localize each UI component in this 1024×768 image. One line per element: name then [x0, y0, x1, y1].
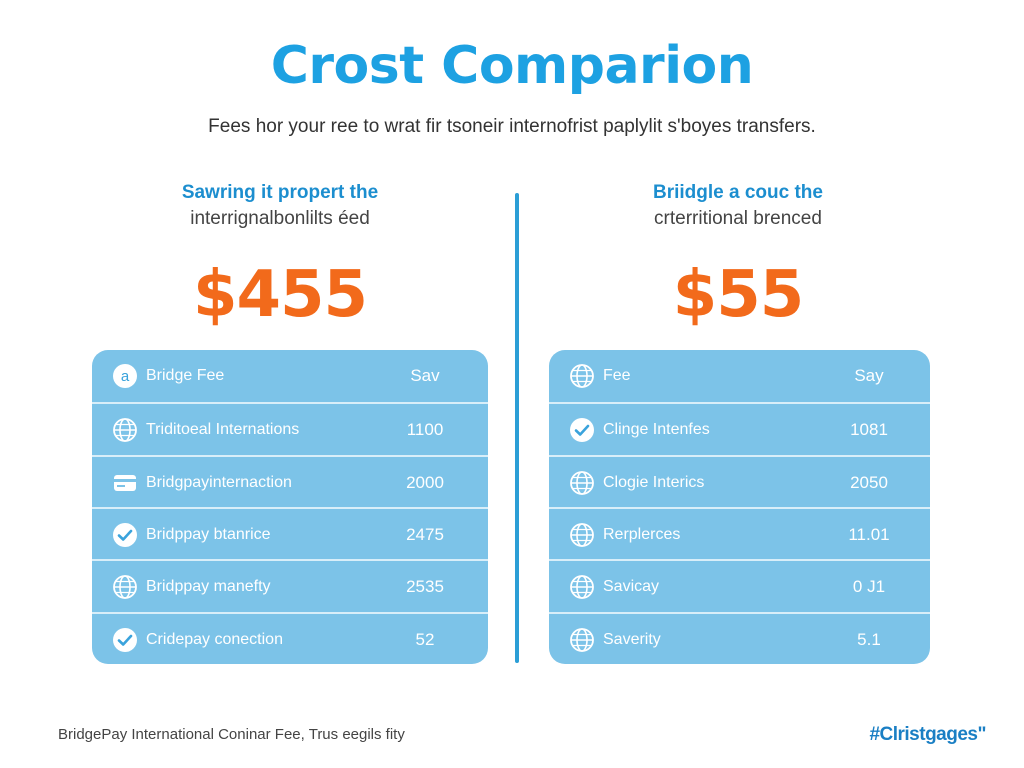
- right-heading-line2: crterritional brenced: [654, 208, 822, 229]
- table-row: Bridgpayinternaction 2000: [92, 454, 488, 509]
- left-fee-table: a Bridge Fee Sav Triditoeal Internations 110…: [92, 350, 488, 664]
- left-column-heading: Sawring it propert the interrignalbonlil…: [120, 180, 440, 232]
- row-label: Bridppay btanrice: [146, 525, 271, 543]
- globe-icon: [569, 470, 595, 496]
- left-heading-line2: interrignalbonlilts éed: [190, 208, 370, 229]
- check-icon: [569, 417, 595, 443]
- row-label: Saverity: [603, 630, 661, 648]
- row-label: Bridgpayinternaction: [146, 473, 292, 491]
- row-value: Say: [854, 366, 884, 385]
- row-value: Sav: [410, 366, 440, 385]
- table-row: Savicay 0 Ј1: [549, 559, 930, 613]
- row-value: 52: [415, 629, 435, 649]
- table-row: Bridppay btanrice 2475: [92, 506, 488, 561]
- row-label: Fee: [603, 367, 631, 384]
- row-value: 2050: [850, 472, 888, 492]
- row-label: Clinge Intenfes: [603, 421, 710, 439]
- table-row: Bridppay manefty 2535: [92, 559, 488, 613]
- column-divider: [515, 193, 519, 663]
- check-icon: [112, 627, 138, 653]
- globe-icon: [112, 417, 138, 443]
- globe-icon: [569, 574, 595, 600]
- card-icon: [112, 470, 138, 496]
- table-row: Fee Say: [549, 350, 930, 402]
- row-value: 2535: [406, 577, 444, 597]
- footer-hashtag: #Clristgages": [869, 724, 986, 745]
- check-icon: [112, 522, 138, 548]
- row-value: 0 Ј1: [852, 577, 886, 597]
- row-value: 1100: [406, 420, 444, 440]
- table-row: Triditoeal Internations 1100: [92, 402, 488, 456]
- row-label: Bridge Fee: [146, 367, 225, 384]
- footer-caption: BridgePay International Coninar Fee, Tru…: [58, 726, 405, 743]
- row-label: Savicay: [603, 578, 660, 596]
- row-label: Rerplerces: [603, 525, 681, 543]
- table-row: Rerplerces 11.01: [549, 506, 930, 561]
- globe-icon: [112, 574, 138, 600]
- page-subtitle: Fees hor your ree to wrat fir tsoneir in…: [208, 116, 816, 137]
- right-column-heading: Briidgle a couc the crterritional brence…: [578, 180, 898, 232]
- right-fee-table: Fee Say Clinge Intenfes 1081 Clogie Interics…: [549, 350, 930, 664]
- row-label: Clogie Interics: [603, 473, 705, 491]
- page-title: Crost Comparion: [270, 36, 754, 96]
- globe-icon: [569, 363, 595, 389]
- row-value: 2475: [406, 524, 444, 544]
- row-value: 11.01: [848, 524, 890, 544]
- left-total-value: $455: [192, 258, 368, 332]
- right-total-value: $55: [672, 258, 805, 332]
- globe-icon: [569, 522, 595, 548]
- table-row: Cridepay conection 52: [92, 611, 488, 665]
- row-value: 2000: [406, 472, 444, 492]
- table-row: Clogie Interics 2050: [549, 454, 930, 509]
- table-row: a Bridge Fee Sav: [92, 350, 488, 402]
- table-row: Clinge Intenfes 1081: [549, 402, 930, 456]
- globe-icon: [569, 627, 595, 653]
- row-label: Triditoeal Internations: [146, 421, 300, 439]
- row-value: 1081: [850, 420, 888, 440]
- row-label: Cridepay conection: [146, 630, 283, 648]
- row-value: 5.1: [857, 629, 881, 649]
- letter-a-icon: a: [112, 363, 138, 389]
- row-label: Bridppay manefty: [146, 578, 271, 596]
- right-heading-line1: Briidgle a couc the: [653, 182, 823, 203]
- svg-text:a: a: [121, 368, 130, 385]
- table-row: Saverity 5.1: [549, 611, 930, 665]
- left-heading-line1: Sawring it propert the: [181, 182, 379, 203]
